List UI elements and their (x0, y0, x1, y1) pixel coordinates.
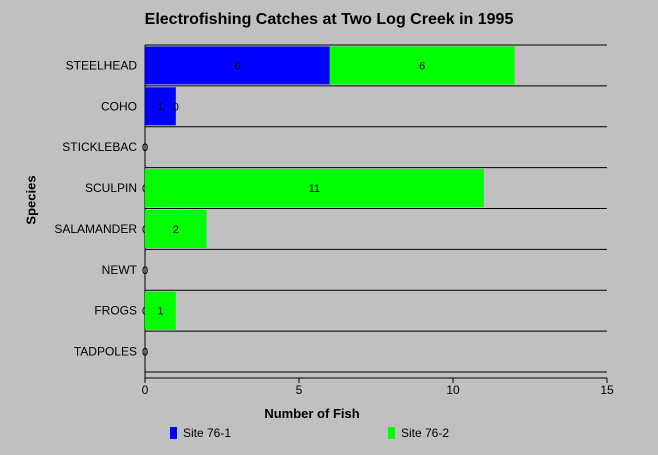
legend-swatch-series-2 (388, 427, 395, 439)
data-label-series-2: 2 (173, 224, 179, 236)
data-label-series-2: 0 (142, 142, 148, 154)
bar-2 (329, 46, 515, 85)
x-tick-label: 5 (296, 383, 303, 397)
bar-2 (145, 291, 176, 330)
legend-swatch-series-1 (170, 427, 177, 439)
legend-label-series-1: Site 76-1 (183, 426, 232, 440)
data-label-series-1: 6 (234, 60, 240, 72)
y-category-label: TADPOLES (74, 345, 137, 359)
data-label-series-1: 0 (142, 347, 148, 359)
bar-1 (145, 46, 330, 85)
y-category-label: FROGS (94, 304, 137, 318)
data-label-series-2: 6 (419, 60, 425, 72)
chart-title: Electrofishing Catches at Two Log Creek … (144, 11, 514, 28)
bar-1 (145, 87, 176, 126)
y-category-label: NEWT (102, 263, 138, 277)
data-label-series-2: 1 (157, 306, 163, 318)
data-label-series-2: 11 (309, 183, 320, 195)
y-category-label: COHO (101, 99, 137, 113)
y-category-label: SCULPIN (85, 181, 137, 195)
y-category-label: STEELHEAD (66, 58, 138, 72)
x-axis-title: Number of Fish (264, 406, 360, 421)
y-category-label: STICKLEBAC (62, 140, 137, 154)
data-label-series-2: 0 (142, 347, 148, 359)
data-label-series-1: 1 (157, 101, 163, 113)
x-tick-label: 0 (142, 383, 149, 397)
bar-2 (145, 209, 207, 248)
bar-2 (145, 169, 484, 208)
data-label-series-1: 0 (142, 142, 148, 154)
y-category-label: SALAMANDER (54, 222, 137, 236)
data-label-series-2: 0 (173, 101, 179, 113)
data-label-series-2: 0 (142, 265, 148, 277)
x-tick-label: 10 (446, 383, 460, 397)
x-tick-label: 15 (600, 383, 614, 397)
legend-label-series-2: Site 76-2 (401, 426, 450, 440)
data-label-series-1: 0 (142, 265, 148, 277)
